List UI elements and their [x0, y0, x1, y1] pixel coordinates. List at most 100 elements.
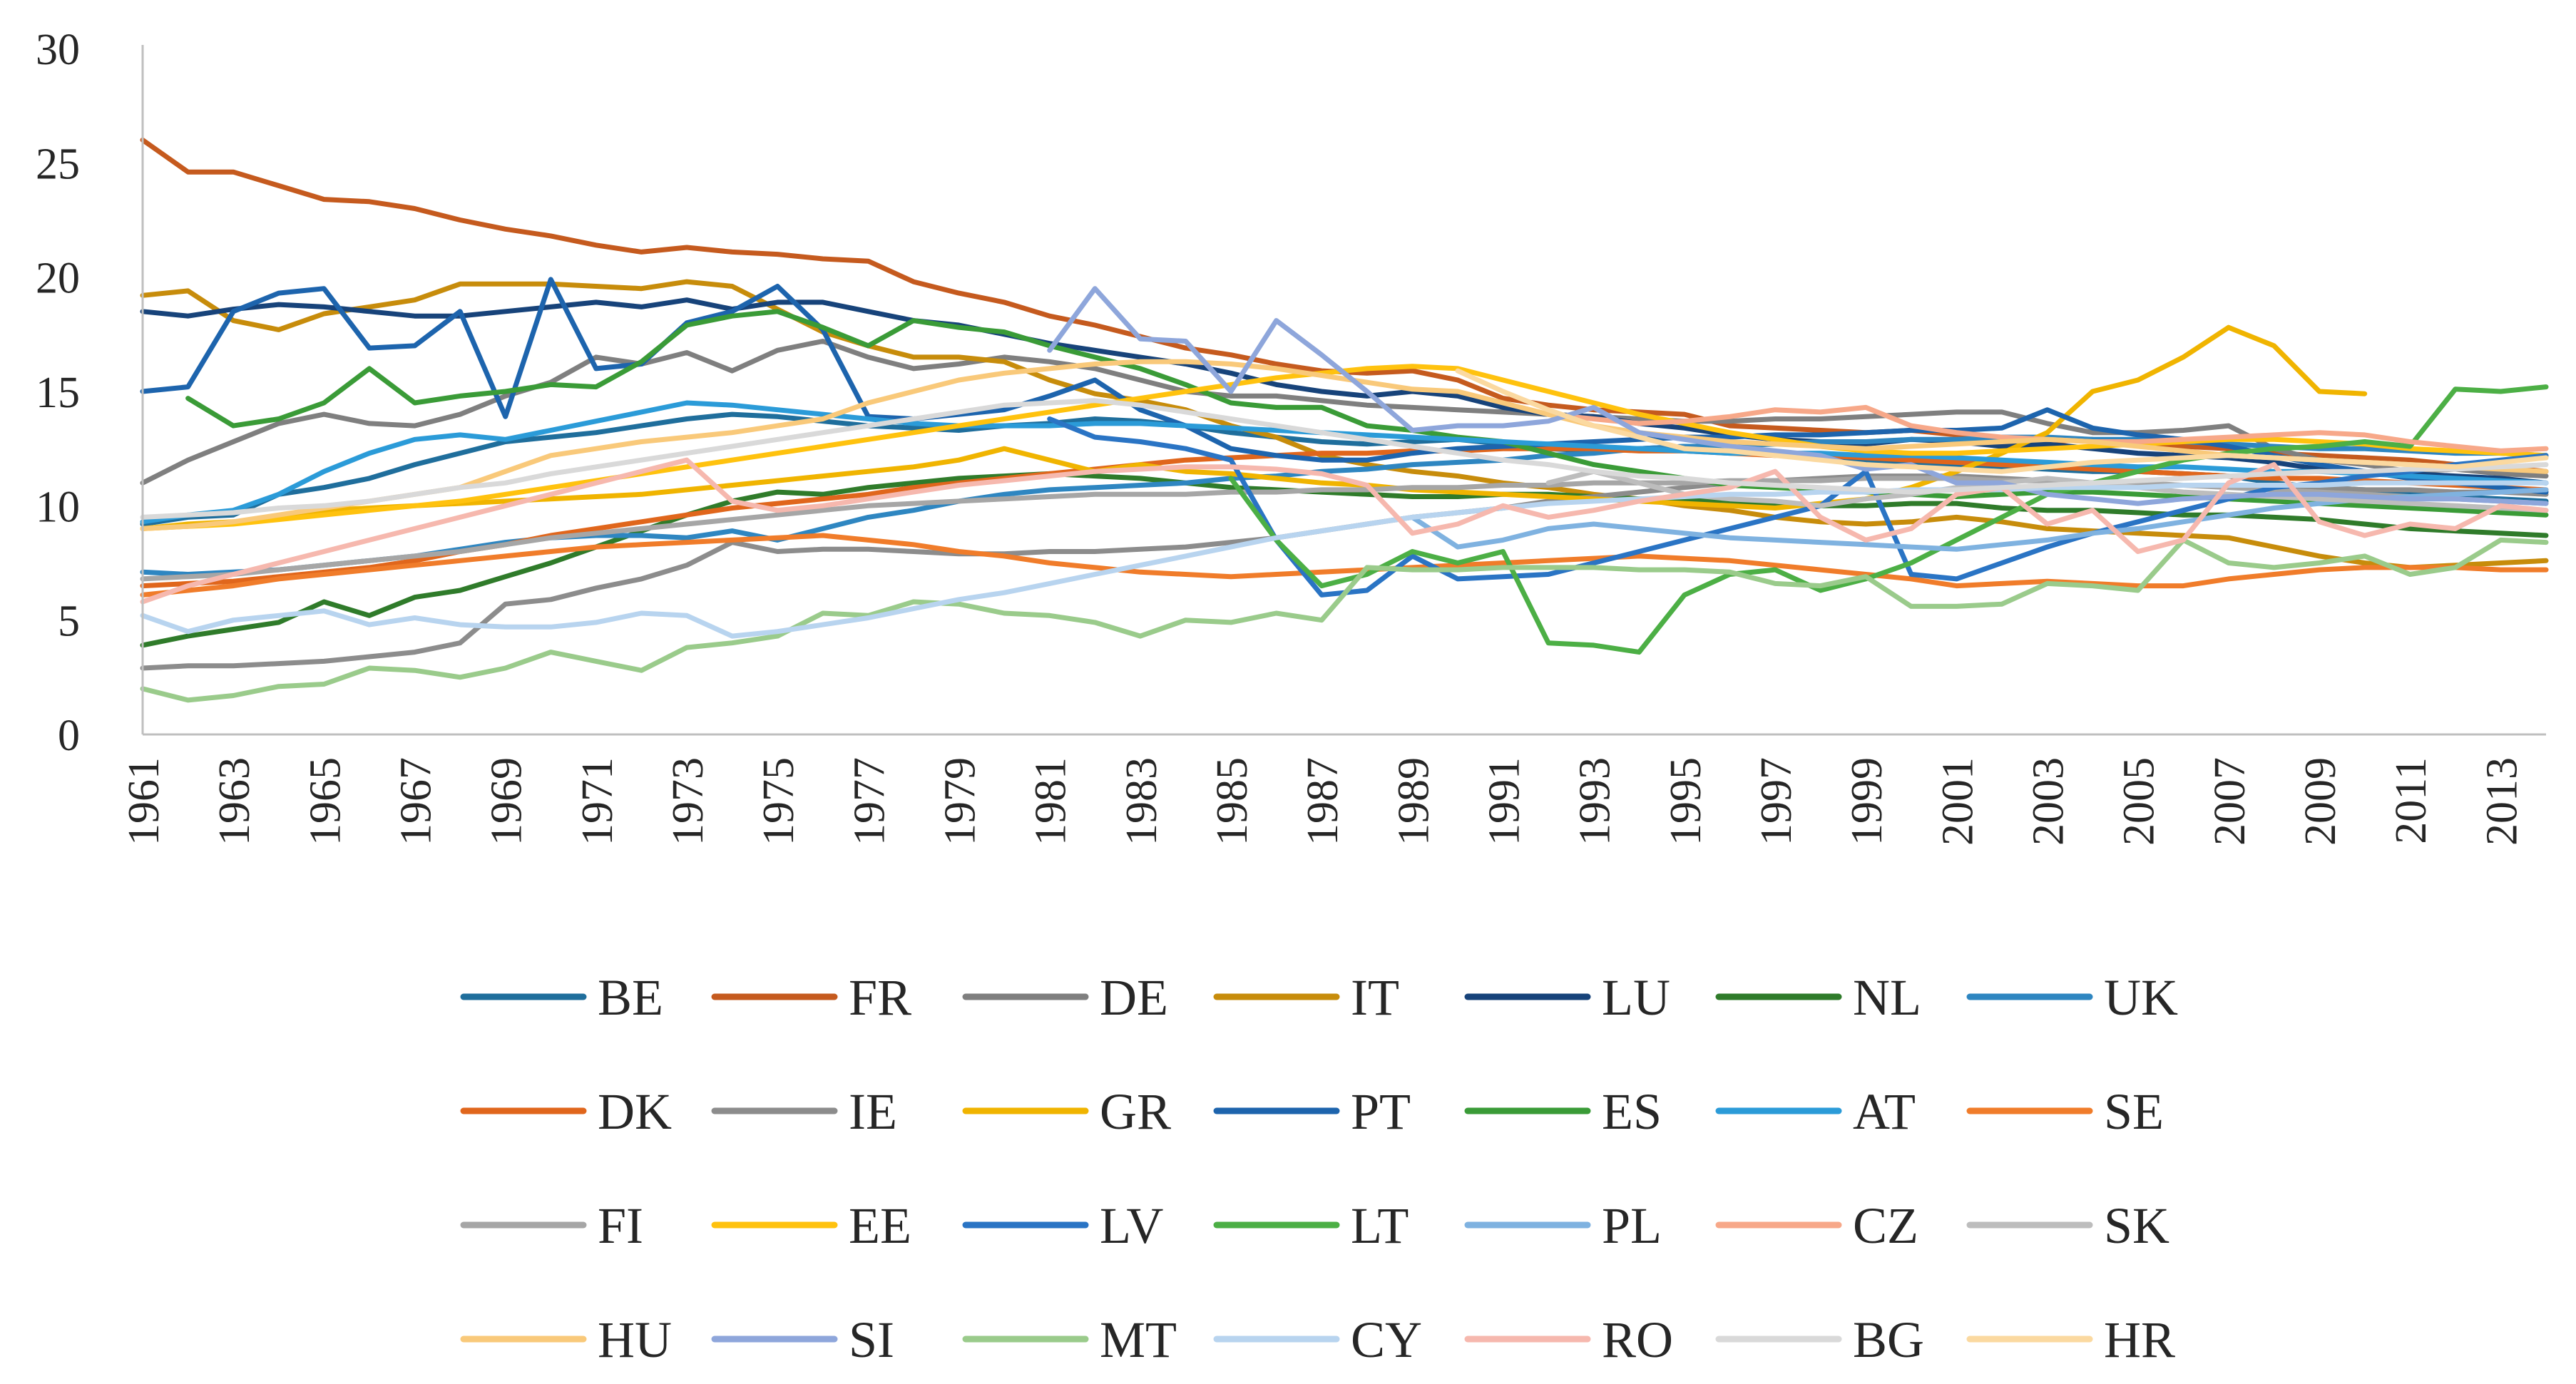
x-tick-label: 2003	[2025, 757, 2073, 846]
legend-item-mt: MT	[962, 1311, 1177, 1368]
x-tick-label: 2013	[2478, 757, 2526, 846]
series-line-bg	[140, 398, 2549, 520]
x-tick-label: 1967	[392, 757, 441, 846]
legend-item-hu: HU	[460, 1311, 672, 1368]
series-line-pt	[140, 277, 2549, 495]
legend-label: CZ	[1853, 1197, 1918, 1254]
series-line-se	[140, 533, 2549, 598]
x-tick-label: 1991	[1481, 757, 1529, 846]
y-axis-tick-labels: 0 5 10 15 20 25 30	[36, 26, 80, 760]
x-tick-label: 2001	[1933, 757, 1982, 846]
x-tick-label: 1969	[483, 757, 531, 846]
legend-item-ro: RO	[1464, 1311, 1673, 1368]
legend-item-uk: UK	[1966, 969, 2178, 1026]
legend-item-pt: PT	[1213, 1083, 1411, 1140]
legend-label: LT	[1351, 1197, 1409, 1254]
legend-item-sk: SK	[1966, 1197, 2169, 1254]
x-tick-label: 1989	[1389, 757, 1438, 846]
legend-item-se: SE	[1966, 1083, 2164, 1140]
series-line-es	[185, 309, 2549, 518]
legend-label: LU	[1602, 969, 1670, 1026]
x-tick-label: 1983	[1118, 757, 1166, 846]
legend-item-si: SI	[711, 1311, 894, 1368]
x-tick-label: 1999	[1843, 757, 1891, 846]
x-tick-label: 2005	[2115, 757, 2164, 846]
x-tick-label: 1995	[1662, 757, 1710, 846]
legend-label: PL	[1602, 1197, 1662, 1254]
legend-item-cz: CZ	[1715, 1197, 1918, 1254]
x-tick-label: 1973	[664, 757, 712, 846]
legend-label: GR	[1100, 1083, 1171, 1140]
x-tick-label: 1977	[845, 757, 894, 846]
legend-label: HU	[598, 1311, 672, 1368]
legend-label: SI	[849, 1311, 894, 1368]
series-line-fi	[140, 476, 2549, 582]
series-line-nl	[140, 471, 2549, 648]
legend-label: PT	[1351, 1083, 1411, 1140]
legend-item-gr: GR	[962, 1083, 1171, 1140]
legend-item-it: IT	[1213, 969, 1399, 1026]
legend-item-hr: HR	[1966, 1311, 2175, 1368]
legend-item-fi: FI	[460, 1197, 643, 1254]
legend-item-fr: FR	[711, 969, 911, 1026]
series-line-cy	[140, 480, 2549, 639]
y-tick-label: 30	[36, 26, 80, 74]
legend-label: IE	[849, 1083, 897, 1140]
legend-label: IT	[1351, 969, 1399, 1026]
legend-item-ee: EE	[711, 1197, 911, 1254]
x-tick-label: 1963	[210, 757, 259, 846]
series-line-hu	[140, 359, 2549, 531]
legend-item-be: BE	[460, 969, 663, 1026]
plot-lines	[140, 137, 2549, 703]
legend-label: BG	[1853, 1311, 1924, 1368]
legend-label: LV	[1100, 1197, 1163, 1254]
x-tick-label: 1975	[755, 757, 803, 846]
series-line-mt	[140, 537, 2549, 703]
legend-item-at: AT	[1715, 1083, 1916, 1140]
x-tick-label: 1979	[936, 757, 985, 846]
legend-label: ES	[1602, 1083, 1662, 1140]
y-tick-label: 10	[36, 483, 80, 531]
x-tick-label: 1993	[1571, 757, 1620, 846]
y-tick-label: 15	[36, 369, 80, 417]
legend-item-cy: CY	[1213, 1311, 1422, 1368]
legend-label: MT	[1100, 1311, 1177, 1368]
legend-item-lv: LV	[962, 1197, 1163, 1254]
series-line-lt	[1228, 384, 2549, 655]
legend-label: CY	[1351, 1311, 1422, 1368]
legend-label: SE	[2104, 1083, 2164, 1140]
legend-label: RO	[1602, 1311, 1673, 1368]
x-tick-label: 2011	[2387, 757, 2436, 844]
series-line-hr	[1455, 368, 2549, 474]
x-tick-label: 1985	[1208, 757, 1257, 846]
legend-label: FR	[849, 969, 911, 1026]
legend-label: NL	[1853, 969, 1921, 1026]
series-line-fr	[140, 137, 2549, 474]
legend-item-es: ES	[1464, 1083, 1662, 1140]
legend-item-nl: NL	[1715, 969, 1921, 1026]
legend-label: EE	[849, 1197, 911, 1254]
y-tick-label: 25	[36, 140, 80, 188]
legend-item-pl: PL	[1464, 1197, 1662, 1254]
legend-label: SK	[2104, 1197, 2169, 1254]
x-tick-label: 1965	[301, 757, 349, 846]
legend-item-de: DE	[962, 969, 1168, 1026]
legend-item-lu: LU	[1464, 969, 1670, 1026]
x-tick-label: 1961	[120, 757, 168, 846]
legend-item-ie: IE	[711, 1083, 897, 1140]
chart-legend: BE FR DE IT LU NL UK DK IE GR PT ES AT SE FI EE LV LT PL CZ…	[460, 969, 2178, 1368]
legend-label: BE	[598, 969, 663, 1026]
x-tick-label: 1971	[573, 757, 622, 846]
legend-label: DE	[1100, 969, 1168, 1026]
legend-label: HR	[2104, 1311, 2175, 1368]
x-tick-label: 1987	[1299, 757, 1347, 846]
y-tick-label: 0	[58, 712, 80, 760]
legend-label: FI	[598, 1197, 643, 1254]
y-tick-label: 20	[36, 255, 80, 303]
x-axis-tick-labels: 1961 1963 1965 1967 1969 1971 1973 1975 1977 1979…	[120, 757, 2526, 846]
legend-item-lt: LT	[1213, 1197, 1409, 1254]
series-line-ro	[140, 457, 2549, 605]
series-line-gr	[140, 324, 2368, 531]
legend-label: AT	[1853, 1083, 1916, 1140]
